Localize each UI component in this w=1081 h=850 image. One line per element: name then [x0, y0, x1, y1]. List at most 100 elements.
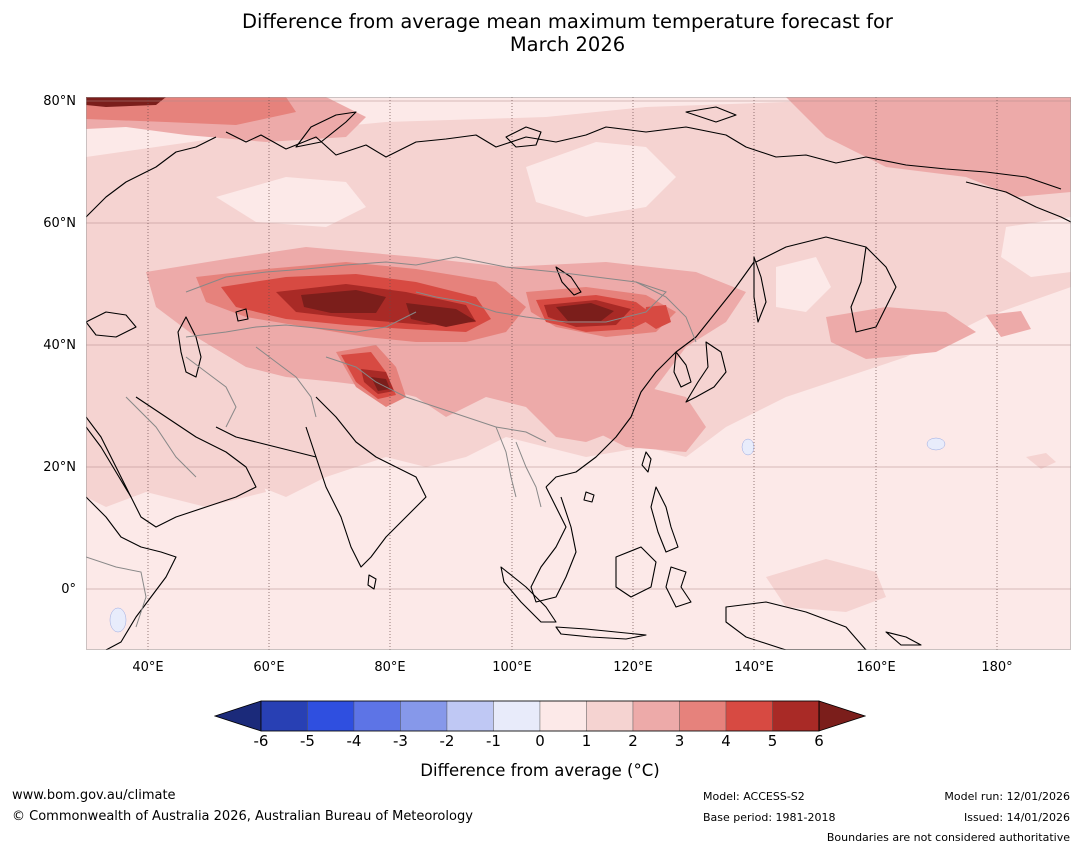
graticule-longitudes — [147, 97, 998, 650]
coast-borneo — [615, 546, 657, 598]
lat-label-20n: 20°N — [43, 460, 76, 475]
border-indochina — [515, 441, 542, 508]
colorbar-tick-label: 2 — [628, 732, 638, 750]
base-period-text: Base period: 1981-2018 — [703, 811, 836, 824]
lon-label-180: 180° — [981, 660, 1013, 675]
lon-label-100e: 100°E — [492, 660, 532, 675]
cool-patch-africa — [109, 607, 127, 633]
border-iran — [185, 356, 237, 428]
border-china-india — [325, 356, 547, 443]
coast-taymyr — [505, 126, 542, 148]
coast-novaya-zemlya — [295, 111, 357, 148]
coast-arctic-north — [225, 126, 1062, 190]
colorbar-segment--2-to--1 — [446, 700, 494, 732]
anomaly-1-2-arabia — [86, 417, 266, 507]
issued-text: Issued: 14/01/2026 — [963, 811, 1070, 824]
lat-label-80n: 80°N — [43, 94, 76, 109]
model-text: Model: ACCESS-S2 — [703, 790, 805, 803]
colorbar-tick-label: -4 — [346, 732, 362, 750]
coast-kamchatka — [850, 246, 897, 333]
colorbar-tick-label: 4 — [721, 732, 731, 750]
colorbar-extend-high — [818, 700, 867, 732]
border-africa — [86, 556, 147, 628]
coast-korea — [673, 351, 692, 388]
graticule — [86, 100, 1071, 590]
coast-japan — [685, 341, 727, 403]
colorbar-segment--5-to--4 — [307, 700, 355, 732]
colorbar-segment-4-to-5 — [725, 700, 773, 732]
lon-label-60e: 60°E — [253, 660, 285, 675]
colorbar-tick-label: 0 — [535, 732, 545, 750]
coast-east-siberia-islands — [685, 106, 737, 123]
cool-patch-west-pacific — [741, 438, 755, 456]
colorbar-segment-3-to-4 — [679, 700, 727, 732]
colorbar-tick-label: -1 — [486, 732, 501, 750]
coast-chukotka — [965, 181, 1071, 223]
coast-scandinavia — [86, 136, 217, 218]
near-zero-patch-siberia — [526, 142, 676, 217]
coast-sumatra — [500, 566, 557, 623]
near-zero-patch-urals — [216, 177, 366, 227]
border-kazakhstan-south — [185, 311, 417, 338]
anomaly-2-3-west-pacific — [826, 307, 976, 359]
lon-label-80e: 80°E — [374, 660, 406, 675]
chart-title: Difference from average mean maximum tem… — [140, 10, 995, 56]
coastlines — [86, 106, 1071, 650]
border-china-east — [635, 281, 697, 343]
border-mongolia — [415, 256, 667, 323]
near-zero-patch-pacific — [1001, 217, 1071, 277]
coast-java — [555, 626, 647, 640]
colorbar-segment--4-to--3 — [353, 700, 401, 732]
anomaly-2-3-east-china — [586, 387, 706, 452]
colorbar-segment--1-to-0 — [493, 700, 541, 732]
coast-east-asia — [545, 261, 755, 488]
country-borders — [86, 256, 697, 628]
colorbar-segment-5-to-6 — [772, 700, 820, 732]
anomaly-2-3-kamchatka-sea — [986, 311, 1031, 337]
lon-label-120e: 120°E — [613, 660, 653, 675]
colorbar-tick-label: 3 — [674, 732, 685, 750]
lat-label-60n: 60°N — [43, 216, 76, 231]
title-line-2: March 2026 — [509, 33, 626, 56]
map-frame — [86, 97, 1071, 650]
coast-new-guinea — [725, 601, 867, 650]
lon-label-40e: 40°E — [132, 660, 164, 675]
coast-philippines — [650, 486, 679, 553]
near-zero-patch-okhotsk — [776, 257, 831, 312]
coast-arabia — [86, 396, 257, 528]
anomaly-4-5-north-china — [644, 305, 671, 329]
coast-red-sea — [86, 426, 132, 498]
colorbar-segment--3-to--2 — [400, 700, 448, 732]
coast-sulawesi — [665, 566, 692, 608]
coast-sri-lanka — [367, 574, 377, 590]
colorbar-tick-label: 6 — [814, 732, 824, 750]
coast-india — [305, 396, 427, 568]
forecast-map — [86, 97, 1071, 650]
title-line-1: Difference from average mean maximum tem… — [242, 10, 893, 33]
coast-africa-horn — [86, 496, 177, 650]
lon-label-140e: 140°E — [734, 660, 774, 675]
colorbar-segment-0-to-1 — [539, 700, 587, 732]
map-svg — [86, 97, 1071, 650]
anomaly-6-plus-dzungaria — [406, 303, 476, 327]
colorbar-outline — [260, 700, 820, 732]
border-saudi — [125, 396, 197, 478]
coast-caspian — [177, 316, 202, 378]
colorbar-segment-2-to-3 — [632, 700, 680, 732]
disclaimer-text: Boundaries are not considered authoritat… — [826, 831, 1070, 844]
lon-label-160e: 160°E — [856, 660, 896, 675]
colorbar-tick-label: -2 — [439, 732, 455, 750]
anomaly-1-2-pacific-south — [766, 559, 886, 612]
colorbar-tick-label: 1 — [581, 732, 592, 750]
coast-taiwan — [641, 451, 652, 473]
anomaly-6-plus-kazakhstan — [301, 290, 386, 313]
website-link-text[interactable]: www.bom.gov.au/climate — [12, 788, 176, 803]
website-link[interactable]: www.bom.gov.au/climate — [12, 788, 176, 803]
colorbar-svg — [213, 700, 867, 732]
lat-label-0: 0° — [61, 582, 76, 597]
border-russia-kazakhstan — [185, 261, 417, 293]
colorbar-segment-1-to-2 — [586, 700, 634, 732]
coast-black-sea — [86, 311, 137, 338]
coast-hainan — [583, 491, 595, 503]
anomaly-6-plus-arctic — [86, 97, 166, 107]
